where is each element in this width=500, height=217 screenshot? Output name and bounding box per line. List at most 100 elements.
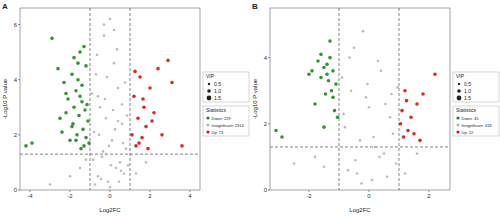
point [86,119,90,123]
y-tick-label: 6 [14,22,18,28]
legend-swatch [456,116,459,119]
point [389,116,392,119]
legend-box [203,106,249,136]
legend-size-key [457,89,461,93]
y-tick [268,190,270,191]
x-tick-label: 4 [188,193,192,199]
point [409,115,413,119]
point [56,67,60,71]
point [121,103,124,106]
point [377,60,380,63]
point [87,141,91,145]
point [374,146,377,149]
point [310,69,314,73]
point [380,70,383,73]
point [91,92,94,95]
point [74,89,78,93]
point [69,175,72,178]
point [102,150,105,153]
point [92,158,95,161]
legend-box [203,72,249,102]
point [110,164,113,167]
point [368,106,371,109]
point [74,139,78,143]
point [117,87,120,90]
point [354,159,357,162]
point [134,144,138,148]
plot-area [20,8,200,190]
point [412,132,416,136]
legend-label: 1.0 [214,88,221,94]
point [118,180,121,183]
y-tick-label: 0 [14,187,18,193]
x-tick-label: 0 [108,193,112,199]
plot-frame [20,8,200,190]
point [421,92,425,96]
point [105,153,108,156]
point [124,81,127,84]
y-axis-label: -Log10 P value [2,78,8,119]
x-tick-label: 2 [148,193,152,199]
y-tick [18,190,20,191]
point [331,96,335,100]
point [82,45,86,49]
point [406,129,410,133]
point [105,117,108,120]
legend-label: Insignificant: 2314 [212,123,245,128]
panel: A-4-20240246Log2FC-Log10 P valueVIP0.51.… [2,2,249,213]
point [80,83,84,87]
legend-swatch [206,123,209,126]
point [150,119,154,123]
x-tick [30,190,31,192]
point [331,69,335,73]
legend-title: VIP [456,73,465,79]
point [341,76,344,79]
point [274,129,278,133]
point [99,106,102,109]
plot-area [270,8,450,190]
point [333,109,337,113]
point [366,83,369,86]
point [24,144,28,148]
point [336,115,340,119]
point [30,141,34,145]
legend-swatch [206,130,209,133]
x-tick [309,190,310,192]
point [402,135,406,139]
point [416,152,419,155]
point [79,147,83,151]
point [93,131,96,134]
point [314,156,317,159]
point [101,156,104,159]
legend-label: 1.0 [464,88,471,94]
point [148,86,152,90]
point [319,53,323,57]
x-tick [190,190,191,192]
point [322,125,326,129]
legend-size-key [207,96,212,101]
point [84,136,88,140]
point [347,169,350,172]
point [83,108,87,112]
point [111,139,114,142]
legend-label: Down: 45 [462,116,480,121]
point [114,128,117,131]
point [403,89,407,93]
x-tick [369,190,370,192]
point [117,120,120,123]
point [60,130,64,134]
legend-title: Statistics [456,107,477,113]
point [293,162,296,165]
point [405,99,409,103]
point [362,30,365,33]
point [170,81,174,85]
y-axis-label: -Log10 P value [252,78,258,119]
point [94,183,97,186]
point [80,100,84,104]
point [313,102,317,106]
point [348,56,351,59]
point [49,183,52,186]
point [81,128,85,132]
point [121,123,124,126]
point [133,70,137,74]
